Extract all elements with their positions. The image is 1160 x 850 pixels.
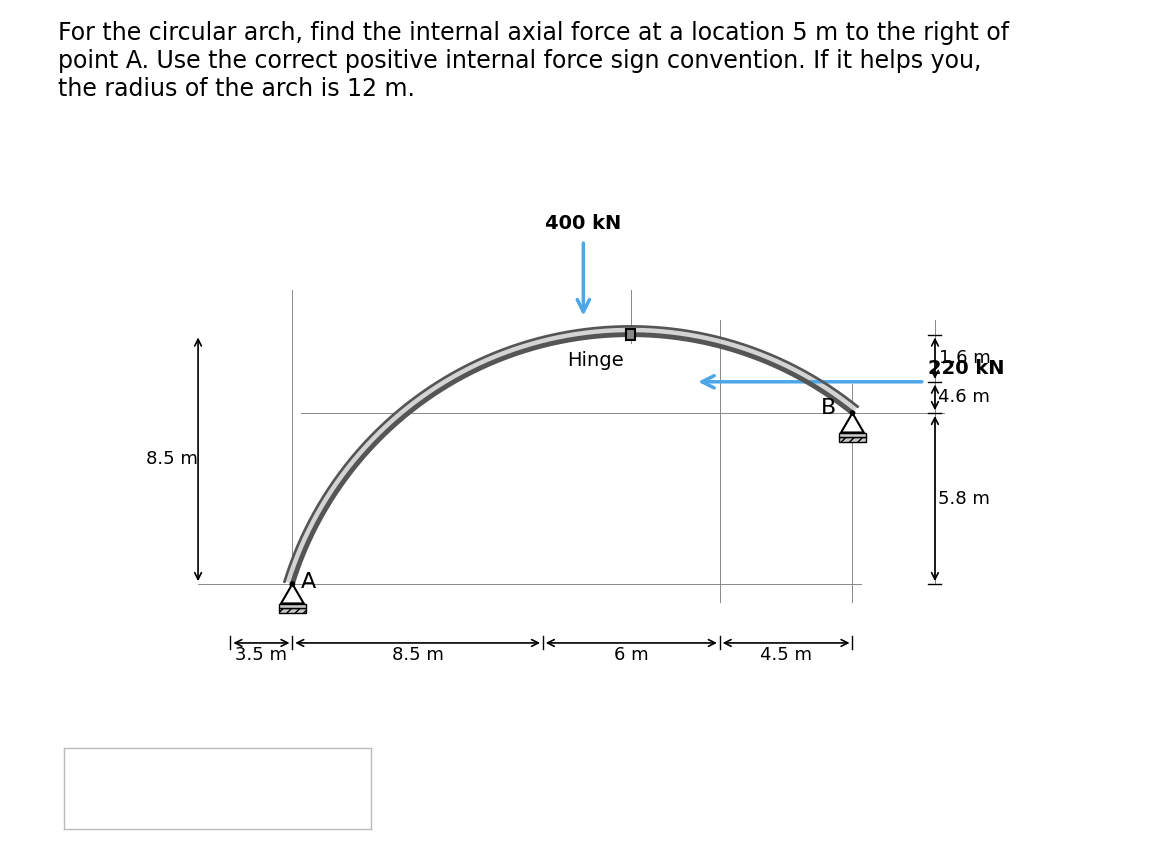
Bar [278, 608, 306, 613]
Bar [839, 437, 867, 441]
Text: 1.6 m: 1.6 m [938, 349, 991, 367]
Text: B: B [821, 398, 836, 417]
Bar [839, 433, 867, 437]
Bar [278, 604, 306, 608]
Text: 400 kN: 400 kN [545, 214, 622, 233]
Polygon shape [281, 584, 304, 604]
Text: 8.5 m: 8.5 m [392, 646, 443, 665]
Text: 6 m: 6 m [614, 646, 648, 665]
Text: 3.5 m: 3.5 m [235, 646, 288, 665]
Text: 8.5 m: 8.5 m [146, 450, 197, 468]
Text: A: A [300, 572, 316, 592]
Circle shape [850, 411, 855, 415]
Text: For the circular arch, find the internal axial force at a location 5 m to the ri: For the circular arch, find the internal… [58, 21, 1009, 101]
Circle shape [290, 582, 295, 586]
Text: 4.6 m: 4.6 m [938, 388, 991, 406]
Polygon shape [284, 326, 857, 584]
Text: 4.5 m: 4.5 m [760, 646, 812, 665]
Polygon shape [841, 413, 864, 433]
Text: Hinge: Hinge [567, 351, 623, 370]
Text: 220 kN: 220 kN [928, 360, 1005, 378]
Bar [625, 329, 636, 340]
Text: 5.8 m: 5.8 m [938, 490, 991, 507]
